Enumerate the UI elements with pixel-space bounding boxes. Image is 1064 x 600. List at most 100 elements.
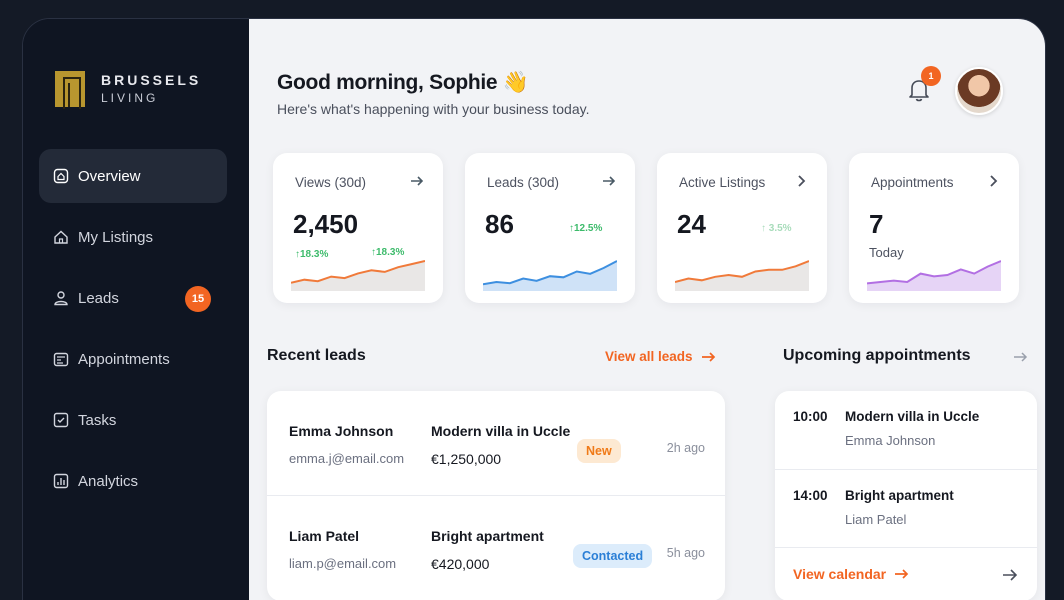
main-content: Good morning, Sophie 👋 Here's what's hap…	[249, 19, 1045, 600]
status-badge: Contacted	[573, 544, 653, 568]
sidebar-item-my-listings[interactable]: My Listings	[39, 210, 227, 264]
leads-count-badge: 15	[185, 286, 211, 312]
sparkline-area	[867, 261, 1001, 291]
arrow-right-icon	[701, 351, 715, 362]
stat-subtitle: Today	[869, 245, 904, 260]
sidebar-nav: Overview My Listings Leads 15	[39, 149, 227, 515]
recent-leads-list: Emma Johnson emma.j@email.com Modern vil…	[267, 391, 725, 600]
arrow-right-icon[interactable]	[1001, 566, 1019, 584]
lead-name: Liam Patel	[289, 528, 360, 544]
checkbox-icon	[53, 412, 69, 428]
notifications-button[interactable]	[903, 74, 935, 106]
stat-title: Active Listings	[679, 175, 766, 190]
calendar-icon	[53, 351, 69, 367]
brand[interactable]: BRUSSELS LIVING	[55, 71, 202, 109]
recent-leads-title: Recent leads	[267, 347, 366, 364]
stat-card-appointments[interactable]: Appointments 7 Today	[849, 153, 1019, 303]
stat-delta: ↑12.5%	[569, 223, 603, 234]
notification-count-badge: 1	[921, 66, 941, 86]
chevron-right-icon[interactable]	[793, 173, 809, 189]
sidebar-item-label: Overview	[78, 167, 141, 185]
brand-logo-icon	[55, 71, 85, 109]
stat-delta-secondary: ↑18.3%	[371, 247, 405, 258]
sparkline-area	[675, 261, 809, 291]
chevron-right-icon[interactable]	[985, 173, 1001, 189]
sidebar-item-overview[interactable]: Overview	[39, 149, 227, 203]
view-calendar-link[interactable]: View calendar	[793, 566, 910, 582]
appointment-title: Modern villa in Uccle	[845, 409, 980, 424]
stat-value: 2,450	[293, 209, 359, 239]
wave-icon: 👋	[502, 71, 529, 94]
sidebar-item-leads[interactable]: Leads 15	[39, 271, 227, 325]
sidebar-item-label: Analytics	[78, 472, 139, 490]
list-item[interactable]: Emma Johnson emma.j@email.com Modern vil…	[267, 391, 725, 495]
lead-price: €1,250,000	[431, 451, 502, 467]
stat-value: 7	[869, 209, 884, 239]
view-all-leads-link[interactable]: View all leads	[605, 349, 717, 364]
sidebar-item-label: Tasks	[78, 411, 117, 429]
lead-email: liam.p@email.com	[289, 556, 397, 571]
appointment-time: 10:00	[793, 409, 828, 424]
lead-time: 5h ago	[666, 546, 705, 560]
arrow-right-icon[interactable]	[409, 173, 425, 189]
sidebar-item-appointments[interactable]: Appointments	[39, 332, 227, 386]
lead-price: €420,000	[431, 556, 490, 572]
lead-email: emma.j@email.com	[289, 451, 405, 466]
sparkline-views	[291, 260, 425, 291]
lead-property: Bright apartment	[431, 528, 544, 544]
stat-title: Views (30d)	[295, 175, 367, 190]
home-icon	[53, 168, 69, 184]
status-badge: New	[577, 439, 621, 463]
list-item[interactable]: Liam Patel liam.p@email.com Bright apart…	[267, 495, 725, 599]
sparkline-leads	[483, 260, 617, 291]
stat-card-views[interactable]: Views (30d) 2,450 ↑18.3% ↑18.3%	[273, 153, 443, 303]
appointment-title: Bright apartment	[845, 488, 954, 503]
bell-icon	[909, 80, 929, 102]
arrow-right-icon[interactable]	[1013, 350, 1029, 364]
sidebar-item-label: Leads	[78, 289, 119, 307]
sparkline-line	[483, 260, 617, 286]
sparkline-area	[291, 261, 425, 291]
stat-title: Appointments	[871, 175, 954, 190]
appointment-person: Emma Johnson	[845, 433, 936, 448]
sparkline-appointments	[867, 260, 1001, 291]
arrow-right-icon	[895, 569, 909, 579]
appointments-footer: View calendar	[775, 547, 1037, 600]
lead-property: Modern villa in Uccle	[431, 423, 571, 439]
sparkline-line	[867, 260, 1001, 285]
lead-name: Emma Johnson	[289, 423, 394, 439]
house-icon	[53, 229, 69, 245]
list-item[interactable]: 10:00 Modern villa in Uccle Emma Johnson	[775, 391, 1037, 467]
avatar[interactable]	[955, 67, 1003, 115]
sparkline-line	[291, 260, 425, 284]
chart-icon	[53, 473, 69, 489]
page-title: Good morning, Sophie 👋	[277, 71, 529, 94]
upcoming-appointments-title: Upcoming appointments	[783, 347, 971, 364]
page-subtitle: Here's what's happening with your busine…	[277, 101, 590, 117]
stat-value: 86	[485, 209, 514, 239]
sidebar: BRUSSELS LIVING Overview My Listings	[23, 19, 249, 600]
arrow-right-icon[interactable]	[601, 173, 617, 189]
brand-subname: LIVING	[101, 91, 159, 105]
list-item[interactable]: 14:00 Bright apartment Liam Patel	[775, 469, 1037, 545]
appointment-time: 14:00	[793, 488, 828, 503]
app-window: BRUSSELS LIVING Overview My Listings	[22, 18, 1046, 600]
sidebar-item-tasks[interactable]: Tasks	[39, 393, 227, 447]
stat-delta: ↑18.3%	[295, 249, 329, 260]
stat-card-active-listings[interactable]: Active Listings 24 ↑ 3.5%	[657, 153, 827, 303]
sparkline-area	[483, 261, 617, 291]
stat-card-leads[interactable]: Leads (30d) 86 ↑12.5%	[465, 153, 635, 303]
sidebar-item-label: My Listings	[78, 228, 154, 246]
greeting-block: Good morning, Sophie 👋 Here's what's hap…	[277, 71, 589, 117]
sidebar-item-label: Appointments	[78, 350, 170, 368]
sparkline-line	[675, 260, 809, 283]
stat-title: Leads (30d)	[487, 175, 560, 190]
brand-name: BRUSSELS	[101, 72, 202, 88]
sparkline-active-listings	[675, 260, 809, 291]
stat-value: 24	[677, 209, 706, 239]
stat-delta: ↑ 3.5%	[761, 223, 792, 234]
sidebar-item-analytics[interactable]: Analytics	[39, 454, 227, 508]
appointments-list: 10:00 Modern villa in Uccle Emma Johnson…	[775, 391, 1037, 600]
lead-time: 2h ago	[666, 441, 705, 455]
